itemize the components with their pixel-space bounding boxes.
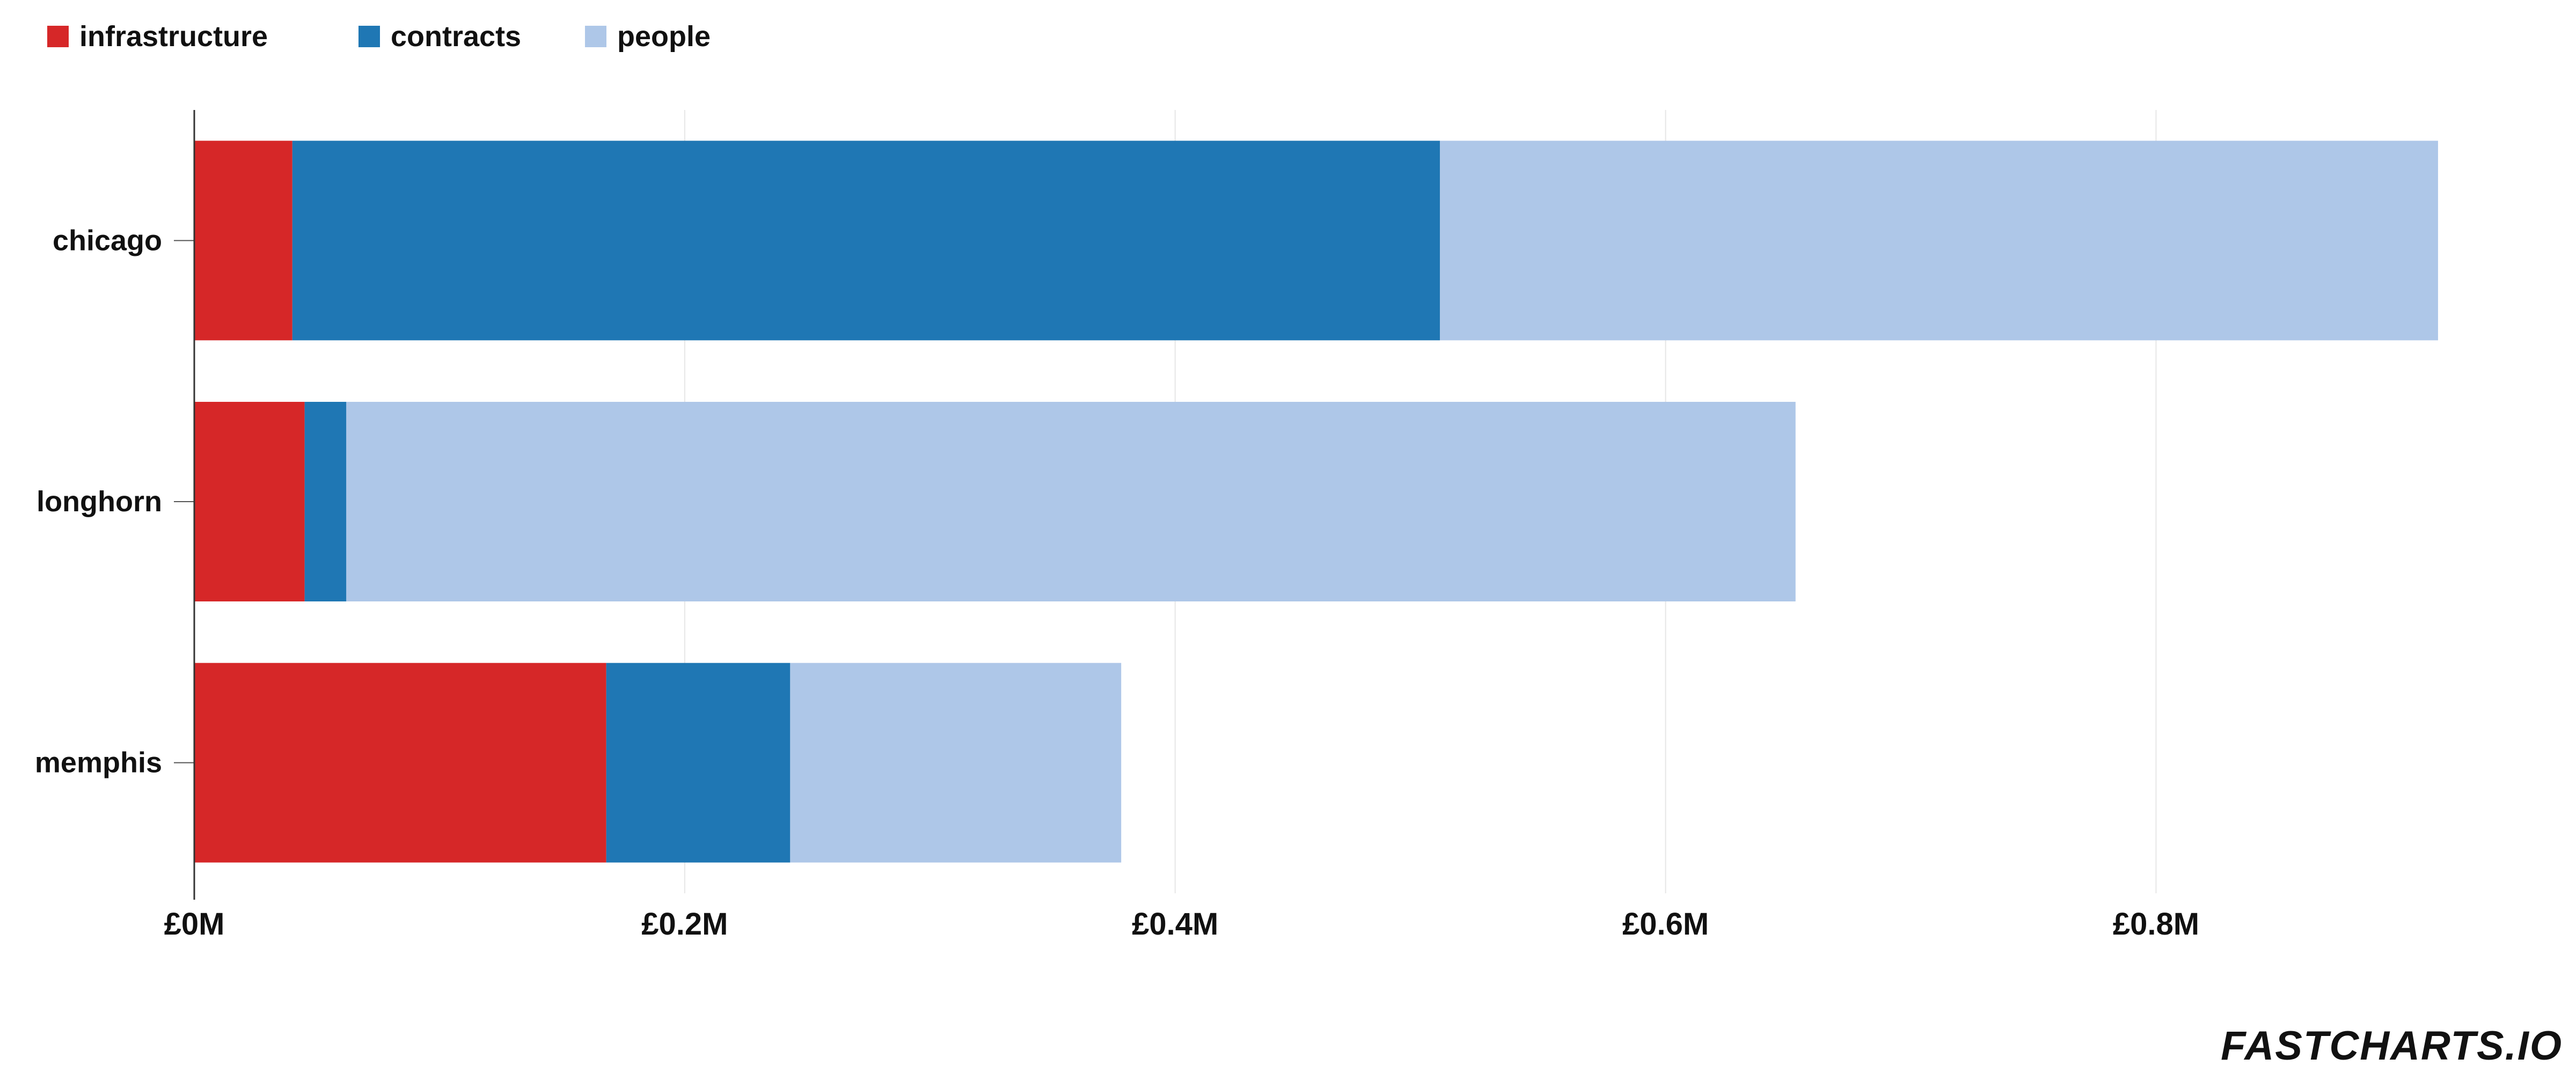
bar-chicago-contracts [292, 141, 1440, 341]
x-tick-label: £0M [164, 907, 225, 942]
category-label-memphis: memphis [35, 747, 162, 779]
bar-memphis-infrastructure [194, 663, 606, 863]
bar-chicago-people [1440, 141, 2438, 341]
bar-memphis-people [790, 663, 1122, 863]
legend-swatch-infrastructure [47, 26, 69, 47]
legend-label-contracts: contracts [391, 20, 521, 53]
x-tick-label: £0.2M [641, 907, 728, 942]
category-label-longhorn: longhorn [36, 486, 162, 518]
bars [194, 141, 2438, 863]
bar-longhorn-people [346, 402, 1796, 601]
x-tick-label: £0.4M [1132, 907, 1218, 942]
bar-longhorn-contracts [304, 402, 347, 601]
legend: infrastructure contracts people [47, 20, 711, 53]
legend-swatch-contracts [358, 26, 380, 47]
x-tick-label: £0.8M [2113, 907, 2199, 942]
category-label-chicago: chicago [53, 224, 162, 256]
axes: £0M £0.2M £0.4M £0.6M £0.8M chicago longhorn me… [35, 110, 2199, 942]
legend-swatch-people [585, 26, 606, 47]
bar-longhorn-infrastructure [194, 402, 305, 601]
legend-label-infrastructure: infrastructure [79, 20, 268, 53]
x-tick-label: £0.6M [1622, 907, 1709, 942]
bar-memphis-contracts [606, 663, 791, 863]
fastcharts-watermark: FASTCHARTS.IO [2221, 1023, 2563, 1069]
legend-label-people: people [617, 20, 711, 53]
bar-chicago-infrastructure [194, 141, 292, 341]
